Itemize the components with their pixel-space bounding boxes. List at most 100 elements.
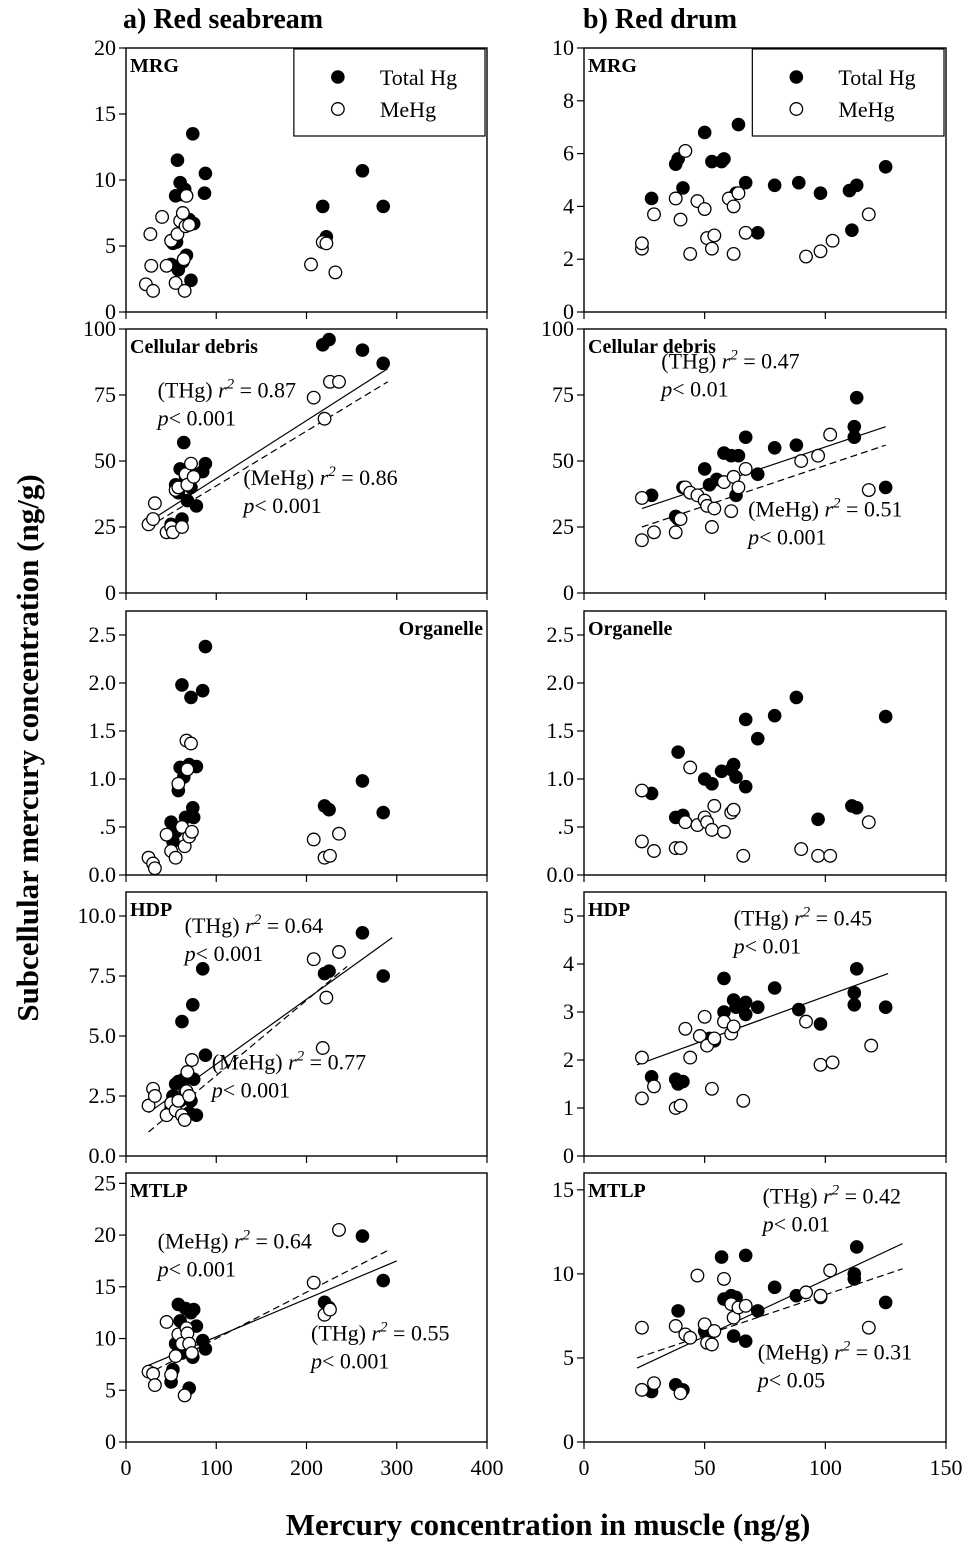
fit-line-mehg xyxy=(641,444,886,528)
data-point-mehg xyxy=(634,1320,649,1335)
legend: Total Hg MeHg xyxy=(751,48,945,137)
y-tick-label: 2 xyxy=(563,1047,574,1072)
data-point-mehg xyxy=(323,848,337,863)
data-point-mehg xyxy=(647,1376,661,1391)
stat-annotation: p< 0.001 xyxy=(183,941,263,966)
x-axis-title: Mercury concentration in muscle (ng/g) xyxy=(286,1507,811,1542)
data-point-mehg xyxy=(164,1367,179,1382)
data-point-mehg xyxy=(861,207,876,222)
x-tick-label: 100 xyxy=(200,1455,233,1480)
legend-box xyxy=(751,48,945,137)
stat-annotation: (THg) r2 = 0.55 xyxy=(311,1320,449,1346)
stat-annotation: p< 0.01 xyxy=(659,377,728,402)
y-tick-label: 100 xyxy=(541,316,574,341)
data-point-mehg xyxy=(177,283,192,298)
data-point-mehg xyxy=(673,1098,688,1113)
y-tick-label: 2 xyxy=(563,246,574,271)
data-point-mehg xyxy=(144,258,159,273)
data-point-mehg xyxy=(319,990,334,1005)
data-point-total-hg xyxy=(198,456,213,471)
y-tick-label: 10.0 xyxy=(78,903,117,928)
y-tick-label: 1.0 xyxy=(89,766,117,791)
data-point-mehg xyxy=(332,1222,346,1237)
data-point-total-hg xyxy=(750,467,765,482)
data-point-mehg xyxy=(168,850,183,865)
data-point-total-hg xyxy=(738,995,753,1010)
panel-frame xyxy=(583,47,947,313)
data-point-mehg xyxy=(647,844,661,858)
data-point-mehg xyxy=(794,842,809,857)
x-tick-label: 400 xyxy=(471,1455,504,1480)
data-point-mehg xyxy=(692,1029,707,1043)
stat-annotation: (THg) r2 = 0.64 xyxy=(185,912,323,938)
data-point-mehg xyxy=(707,228,722,243)
data-point-total-hg xyxy=(185,127,200,141)
data-point-total-hg xyxy=(878,160,893,174)
data-point-mehg xyxy=(726,246,741,261)
data-point-total-hg xyxy=(197,186,212,200)
data-point-mehg xyxy=(825,1055,840,1070)
y-tick-label: 15 xyxy=(94,1274,116,1299)
data-point-total-hg xyxy=(789,690,804,705)
data-point-mehg xyxy=(634,1050,649,1065)
data-point-total-hg xyxy=(878,480,893,495)
fit-line-thg xyxy=(636,973,889,1066)
data-point-mehg xyxy=(704,1081,719,1096)
data-point-total-hg xyxy=(175,1014,189,1029)
data-point-mehg xyxy=(717,824,731,839)
data-point-mehg xyxy=(143,227,158,242)
data-point-total-hg xyxy=(726,1329,741,1343)
data-point-mehg xyxy=(704,822,719,837)
y-tick-label: 20 xyxy=(94,1222,116,1247)
data-point-mehg xyxy=(668,525,683,540)
y-tick-label: 25 xyxy=(94,514,116,539)
stat-annotation: (THg) r2 = 0.87 xyxy=(158,377,296,403)
legend-marker-total-hg xyxy=(331,70,345,84)
data-point-mehg xyxy=(678,815,693,830)
y-tick-label: 1 xyxy=(563,1095,574,1120)
data-point-mehg xyxy=(319,236,334,251)
data-point-total-hg xyxy=(355,1229,370,1243)
stat-annotation: (THg) r2 = 0.42 xyxy=(763,1182,901,1208)
data-point-mehg xyxy=(704,1337,719,1352)
panel-label: Cellular debris xyxy=(588,336,716,358)
x-tick-label: 300 xyxy=(380,1455,413,1480)
data-point-mehg xyxy=(738,461,753,476)
data-point-total-hg xyxy=(376,805,391,820)
data-point-mehg xyxy=(306,952,321,967)
data-point-total-hg xyxy=(849,178,864,193)
panel-label: HDP xyxy=(588,899,630,921)
stat-annotation: (THg) r2 = 0.45 xyxy=(734,905,872,931)
data-point-mehg xyxy=(683,1050,698,1065)
data-point-mehg xyxy=(147,1089,162,1103)
y-tick-label: 0.0 xyxy=(89,1143,117,1168)
y-tick-label: 10 xyxy=(552,1261,574,1286)
data-point-mehg xyxy=(332,945,346,959)
data-point-total-hg xyxy=(198,639,213,654)
data-point-mehg xyxy=(673,1386,688,1401)
data-point-total-hg xyxy=(376,199,391,214)
stat-annotation: (MeHg) r2 = 0.86 xyxy=(243,464,397,490)
data-point-mehg xyxy=(823,427,838,442)
data-point-mehg xyxy=(717,1271,731,1286)
data-point-mehg xyxy=(707,798,722,813)
data-point-mehg xyxy=(861,1320,876,1335)
data-point-total-hg xyxy=(731,448,746,463)
y-axis-title: Subcellular mercury concentration (ng/g) xyxy=(10,474,45,1021)
stat-annotation: p< 0.001 xyxy=(156,1257,236,1282)
y-tick-label: 0.0 xyxy=(89,862,117,887)
y-tick-label: 4 xyxy=(563,951,574,976)
panel-mtlp-a: 0 5 10 15 20 25 0 100 200 300 400 MTLP (MeHg) r2 = 0… xyxy=(94,1170,504,1480)
data-point-mehg xyxy=(864,1038,879,1053)
panel-label: MTLP xyxy=(588,1180,646,1202)
data-point-total-hg xyxy=(738,1248,753,1263)
data-point-mehg xyxy=(726,802,741,817)
data-point-total-hg xyxy=(767,708,782,723)
data-point-mehg xyxy=(179,188,194,203)
y-tick-label: 5 xyxy=(563,903,574,928)
y-tick-label: 1.0 xyxy=(547,766,575,791)
data-point-mehg xyxy=(704,241,719,256)
data-point-mehg xyxy=(315,1041,330,1055)
stat-annotation: p< 0.001 xyxy=(241,493,321,518)
